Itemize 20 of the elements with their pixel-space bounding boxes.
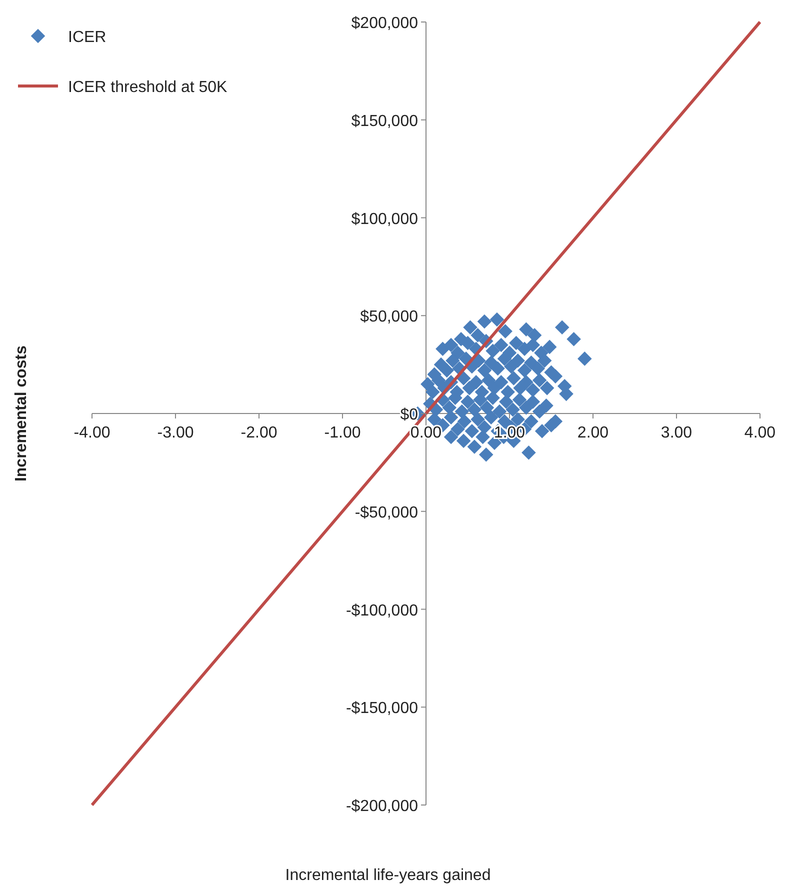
- y-tick-label: -$50,000: [354, 504, 418, 522]
- y-tick-label: -$150,000: [346, 700, 418, 718]
- y-tick-label: $100,000: [351, 210, 418, 228]
- x-tick-label: 0.00: [410, 424, 442, 442]
- x-tick-label: 4.00: [744, 424, 776, 442]
- y-tick-label: -$100,000: [346, 602, 418, 620]
- y-tick-label: $200,000: [351, 15, 418, 32]
- x-tick-label: -2.00: [240, 424, 278, 442]
- x-tick-label: -3.00: [157, 424, 194, 442]
- y-axis-title: Incremental costs: [13, 345, 30, 482]
- y-tick-label: -$200,000: [346, 798, 418, 815]
- x-tick-label: 3.00: [660, 424, 692, 442]
- x-tick-label: 2.00: [577, 424, 609, 442]
- legend-label: ICER: [68, 29, 106, 46]
- x-axis-title: Incremental life-years gained: [285, 867, 491, 884]
- legend-label: ICER threshold at 50K: [68, 79, 228, 96]
- y-tick-label: $150,000: [351, 112, 418, 130]
- y-tick-label: $50,000: [360, 308, 418, 326]
- x-tick-label: -1.00: [324, 424, 361, 442]
- x-tick-label: -4.00: [74, 424, 110, 442]
